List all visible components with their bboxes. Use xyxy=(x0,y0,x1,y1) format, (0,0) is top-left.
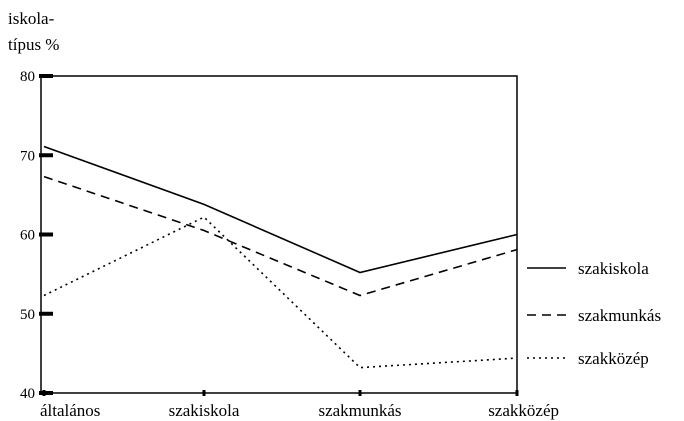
x-axis: általános szakiskola szakmunkás szakközép xyxy=(40,390,559,420)
series-lines xyxy=(43,145,518,369)
y-axis-label-line-2: típus % xyxy=(8,35,59,54)
y-tick-label: 50 xyxy=(20,307,35,323)
series-line-szakiskola xyxy=(43,145,518,274)
plot-frame xyxy=(40,75,518,394)
legend-label: szakközép xyxy=(578,349,649,368)
legend-label: szakmunkás xyxy=(578,306,661,325)
y-tick-label: 70 xyxy=(20,148,35,164)
y-tick-label: 60 xyxy=(20,228,35,244)
series-line-szakközép xyxy=(43,216,518,369)
series-line-szakmunkás xyxy=(43,175,518,297)
y-axis-label-line-1: iskola- xyxy=(8,9,55,28)
y-tick-label: 80 xyxy=(20,69,35,85)
x-tick-label: szakközép xyxy=(488,401,559,420)
x-tick-label: szakmunkás xyxy=(318,401,401,420)
y-axis: 40 50 60 70 80 xyxy=(20,69,53,402)
legend-label: szakiskola xyxy=(578,259,649,278)
legend: szakiskola szakmunkás szakközép xyxy=(527,259,661,368)
x-tick-label: szakiskola xyxy=(169,401,240,420)
x-tick-label: általános xyxy=(40,401,100,420)
y-tick-label: 40 xyxy=(20,386,35,402)
